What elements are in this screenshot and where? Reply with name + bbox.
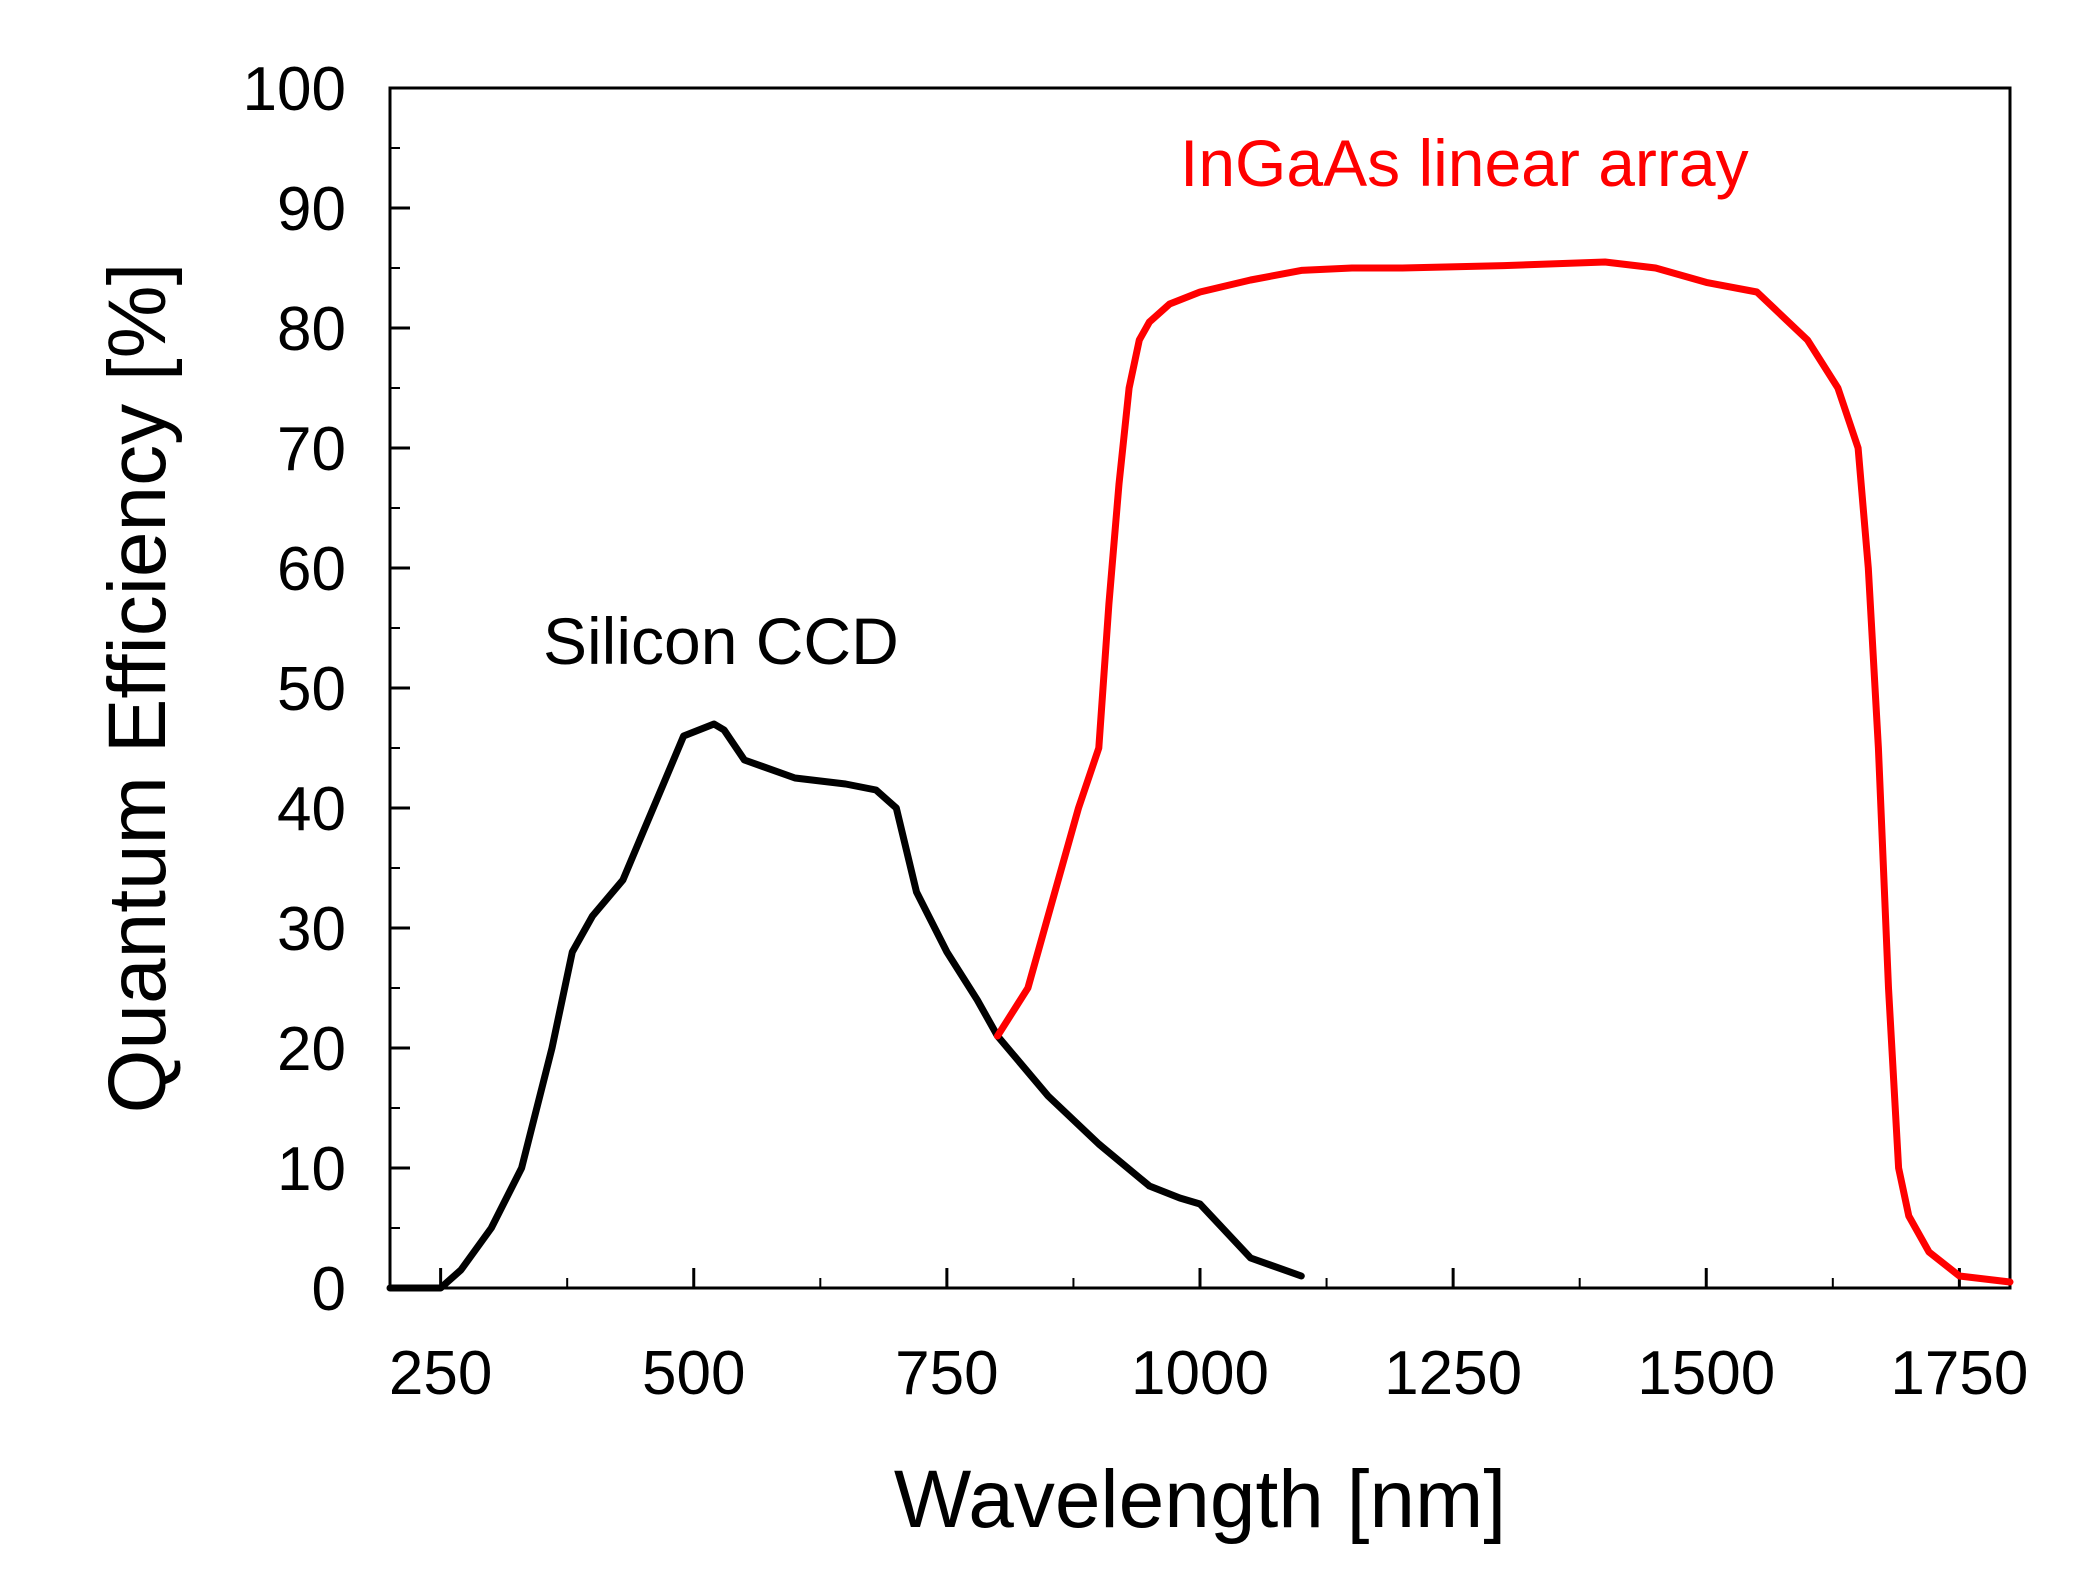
- y-axis-title: Quantum Efficiency [%]: [92, 263, 183, 1114]
- series-label-ingaas: InGaAs linear array: [1180, 126, 1749, 200]
- y-tick-label: 80: [277, 295, 346, 364]
- x-tick-label: 250: [389, 1339, 492, 1408]
- x-tick-label: 1500: [1637, 1339, 1775, 1408]
- series-label-silicon-ccd: Silicon CCD: [543, 604, 899, 678]
- y-tick-label: 20: [277, 1015, 346, 1084]
- x-tick-label: 1750: [1890, 1339, 2028, 1408]
- y-tick-label: 100: [243, 55, 346, 124]
- x-axis-title: Wavelength [nm]: [894, 1454, 1506, 1545]
- plot-frame: [388, 86, 2012, 1290]
- y-tick-label: 60: [277, 535, 346, 604]
- y-tick-label: 0: [312, 1255, 346, 1324]
- y-tick-label: 30: [277, 895, 346, 964]
- y-tick-label: 50: [277, 655, 346, 724]
- x-tick-label: 500: [642, 1339, 745, 1408]
- label-layer: 0 10 20 30 40 50 60 70 80 90 100 250 500 750 1000 1250 1…: [92, 55, 2028, 1545]
- y-tick-label: 10: [277, 1135, 346, 1204]
- x-tick-label: 750: [895, 1339, 998, 1408]
- y-tick-label: 90: [277, 175, 346, 244]
- series-layer: [386, 258, 2014, 1292]
- axes-layer: [388, 86, 2012, 1290]
- x-tick-label: 1250: [1384, 1339, 1522, 1408]
- x-tick-label: 1000: [1131, 1339, 1269, 1408]
- y-tick-label: 70: [277, 415, 346, 484]
- y-tick-label: 40: [277, 775, 346, 844]
- series-line-silicon-ccd: [386, 720, 1305, 1292]
- series-line-ingaas: [994, 258, 2014, 1286]
